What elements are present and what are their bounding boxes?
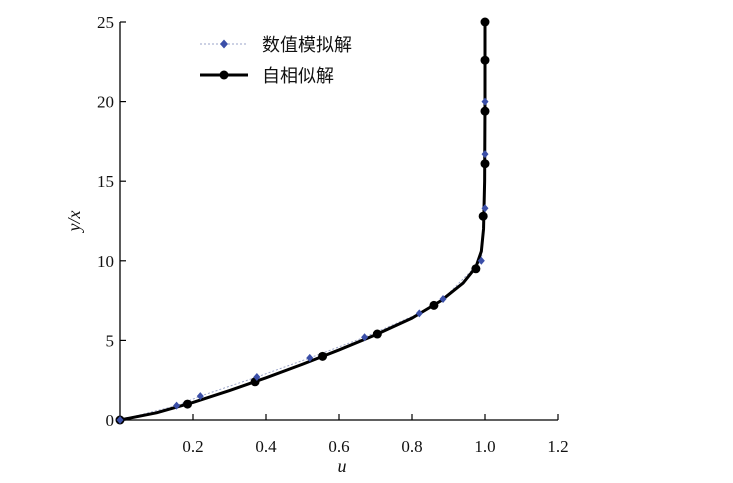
x-tick-label: 0.8 [401, 437, 422, 456]
numerical-point [173, 401, 181, 410]
self-similar-point [480, 159, 490, 169]
x-tick-label: 0.6 [328, 437, 349, 456]
legend-self-similar-label: 自相似解 [262, 66, 334, 87]
numerical-point [477, 256, 485, 265]
y-axis-title: y/x [64, 211, 84, 234]
numerical-point [439, 295, 447, 304]
legend: 数值模拟解 自相似解 [200, 35, 352, 87]
numerical-point [481, 150, 489, 159]
y-tick-label: 0 [106, 411, 115, 430]
self-similar-point [471, 264, 481, 274]
numerical-point [116, 416, 124, 424]
self-similar-point [480, 55, 490, 65]
self-similar-point [429, 300, 439, 310]
y-tick-label: 20 [97, 93, 114, 112]
self-similar-point [372, 329, 382, 339]
legend-item-self-similar: 自相似解 [200, 66, 334, 87]
self-similar-point [318, 351, 328, 361]
y-tick-label: 15 [97, 172, 114, 191]
series-line-numerical [119, 101, 486, 421]
self-similar-point [480, 106, 490, 116]
numerical-point [306, 353, 314, 362]
numerical-point [361, 333, 369, 342]
numerical-point [253, 373, 261, 382]
self-similar-point [480, 17, 490, 27]
x-tick-label: 0.2 [182, 437, 203, 456]
legend-item-numerical: 数值模拟解 [200, 35, 352, 56]
y-tick-label: 5 [106, 331, 115, 350]
x-tick-label: 1.0 [474, 437, 495, 456]
series-markers [115, 17, 490, 425]
y-tick-label: 25 [97, 13, 114, 32]
numerical-point [481, 204, 489, 213]
legend-self-similar-marker [219, 70, 229, 80]
numerical-point [481, 97, 489, 106]
x-axis-title: u [338, 456, 347, 476]
self-similar-point [183, 399, 193, 409]
self-similar-point [478, 211, 488, 221]
plot-area [119, 22, 558, 421]
legend-numerical-label: 数值模拟解 [262, 35, 352, 56]
y-tick-label: 10 [97, 252, 114, 271]
x-tick-label: 0.4 [255, 437, 277, 456]
x-tick-label: 1.2 [547, 437, 568, 456]
axis-ticks: 0.2 0.4 0.6 0.8 1.0 1.2 0 5 10 15 20 25 [97, 13, 569, 456]
legend-numerical-marker [220, 39, 228, 49]
numerical-point [196, 392, 204, 401]
numerical-point [415, 309, 423, 318]
